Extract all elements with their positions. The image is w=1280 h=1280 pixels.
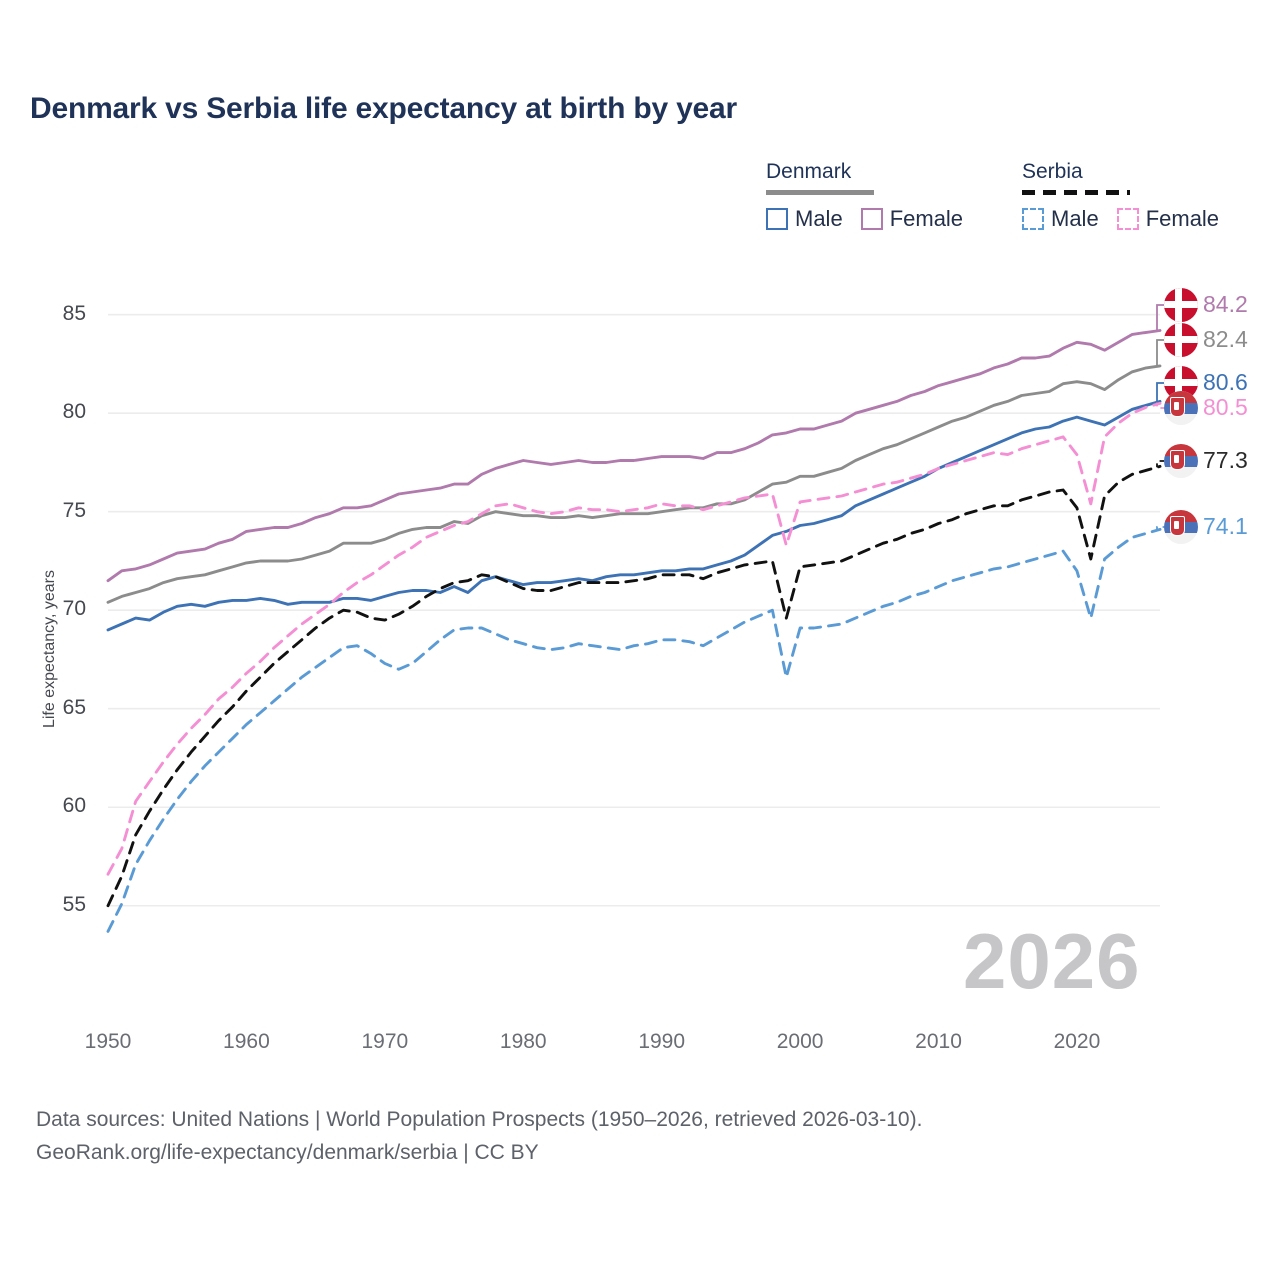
legend-rule-denmark: [766, 190, 874, 195]
series-leader-line: [1156, 304, 1164, 332]
legend-swatch-icon-denmark-male: [766, 208, 788, 230]
legend-label-denmark-female: Female: [889, 206, 964, 231]
series-line: [106, 329, 1162, 583]
y-axis-tick: 55: [62, 892, 86, 916]
x-axis-tick: 1990: [638, 1030, 686, 1053]
series-leader-line: [1156, 339, 1164, 367]
legend-item-serbia-female[interactable]: Female: [1116, 206, 1220, 232]
y-axis-tick: 60: [62, 794, 86, 818]
series-end-value: 82.4: [1203, 326, 1248, 352]
legend-item-denmark-male[interactable]: Male: [766, 206, 843, 232]
footer-line-2: GeoRank.org/life-expectancy/denmark/serb…: [36, 1140, 539, 1164]
series-end-value: 74.1: [1203, 513, 1248, 539]
x-axis-tick: 1960: [223, 1030, 270, 1053]
series-end-value: 77.3: [1203, 447, 1248, 473]
flag-icon-denmark: [1164, 288, 1198, 322]
legend-country-denmark: Denmark: [766, 160, 852, 183]
legend-label-denmark-male: Male: [795, 206, 843, 231]
legend-group-serbia: Serbia Male Female: [1022, 160, 1219, 232]
x-axis-tick: 1950: [84, 1030, 132, 1053]
y-axis-tick: 80: [62, 400, 86, 424]
legend-country-serbia: Serbia: [1022, 160, 1083, 183]
series-end-value: 84.2: [1203, 291, 1248, 317]
chart-legend: Denmark Male Female Serbia Male: [760, 160, 1260, 240]
series-line: [106, 401, 1162, 876]
series-line: [106, 364, 1162, 604]
legend-swatch-icon-denmark-female: [860, 208, 883, 230]
series-leader-line: [1156, 382, 1164, 403]
year-watermark: 2026: [963, 917, 1141, 1005]
series-leader-line: [1156, 402, 1164, 409]
series-end-value: 80.5: [1203, 394, 1248, 420]
flag-icon-serbia: [1164, 391, 1198, 425]
flag-icon-denmark: [1164, 323, 1198, 357]
legend-label-serbia-male: Male: [1051, 206, 1099, 231]
page-title: Denmark vs Serbia life expectancy at bir…: [30, 92, 737, 125]
legend-rule-serbia: [1022, 190, 1130, 195]
series-end-value: 80.6: [1203, 369, 1248, 395]
footer-line-1: Data sources: United Nations | World Pop…: [36, 1108, 923, 1131]
y-axis-title: Life expectancy, years: [41, 570, 58, 729]
x-axis-tick: 2010: [915, 1030, 962, 1053]
y-axis-tick: 65: [62, 695, 86, 719]
series-leader-line: [1156, 460, 1164, 468]
legend-label-serbia-female: Female: [1145, 206, 1220, 231]
legend-swatch-icon-serbia-female: [1116, 208, 1139, 230]
y-axis-tick: 70: [62, 597, 86, 621]
series-leader-line: [1156, 526, 1164, 531]
flag-icon-serbia: [1164, 444, 1198, 478]
series-line: [106, 399, 1162, 632]
x-axis-tick: 1970: [361, 1030, 409, 1053]
series-line: [106, 464, 1162, 908]
x-axis-tick: 2000: [776, 1030, 824, 1053]
footer-sources: Data sources: United Nations | World Pop…: [36, 1104, 922, 1169]
legend-group-denmark: Denmark Male Female: [766, 160, 963, 232]
series-line: [106, 527, 1162, 933]
legend-item-denmark-female[interactable]: Female: [860, 206, 964, 232]
x-axis-tick: 2020: [1053, 1030, 1101, 1053]
y-axis-tick: 85: [62, 301, 86, 325]
legend-item-serbia-male[interactable]: Male: [1022, 206, 1099, 232]
flag-icon-serbia: [1164, 510, 1198, 544]
y-axis-tick: 75: [62, 498, 86, 522]
legend-swatch-icon-serbia-male: [1022, 208, 1044, 230]
x-axis-tick: 1980: [499, 1030, 547, 1053]
